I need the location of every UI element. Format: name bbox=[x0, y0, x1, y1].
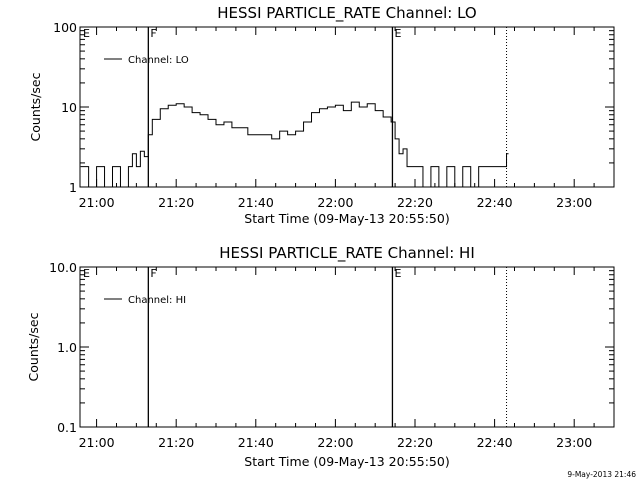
event-marker-label: F bbox=[150, 27, 156, 40]
x-tick-label: 21:40 bbox=[238, 435, 274, 450]
y-tick-label: 1.0 bbox=[57, 340, 77, 355]
y-axis-lo: 1 10 100 bbox=[53, 20, 614, 195]
y-tick-label: 10.0 bbox=[49, 260, 77, 275]
y-axis-label-hi: Counts/sec bbox=[26, 312, 41, 381]
x-axis-label-hi: Start Time (09-May-13 20:55:50) bbox=[244, 454, 449, 469]
x-tick-label: 23:00 bbox=[556, 435, 592, 450]
x-tick-label: 21:00 bbox=[79, 435, 115, 450]
event-marker-label: E bbox=[83, 27, 90, 40]
timestamp-stamp: 9-May-2013 21:46 bbox=[567, 470, 636, 479]
x-tick-label: 22:20 bbox=[397, 195, 433, 210]
y-tick-label: 100 bbox=[53, 20, 77, 35]
x-tick-label: 22:40 bbox=[477, 435, 513, 450]
x-tick-label: 21:20 bbox=[158, 195, 194, 210]
x-tick-label: 22:40 bbox=[477, 195, 513, 210]
plot-frame-lo bbox=[79, 26, 615, 188]
chart-title-lo: HESSI PARTICLE_RATE Channel: LO bbox=[217, 4, 476, 23]
x-tick-label: 22:20 bbox=[397, 435, 433, 450]
y-tick-label: 0.1 bbox=[57, 420, 77, 435]
x-tick-label: 21:20 bbox=[158, 435, 194, 450]
y-tick-label: 1 bbox=[69, 180, 77, 195]
x-tick-label: 22:00 bbox=[317, 195, 353, 210]
panel-hi: HESSI PARTICLE_RATE Channel: HI 21:00 21:… bbox=[26, 244, 615, 469]
x-axis-lo: 21:00 21:20 21:40 22:00 22:20 22:40 23:00 bbox=[79, 27, 615, 210]
event-marker-label: F bbox=[150, 267, 156, 280]
y-axis-label-lo: Counts/sec bbox=[28, 72, 43, 141]
y-tick-label: 10 bbox=[61, 100, 77, 115]
y-axis-hi: 0.1 1.0 10.0 bbox=[49, 260, 614, 435]
panel-lo: HESSI PARTICLE_RATE Channel: LO 21:00 21:… bbox=[28, 4, 615, 226]
x-tick-label: 23:00 bbox=[556, 195, 592, 210]
series-line bbox=[80, 101, 509, 188]
chart-title-hi: HESSI PARTICLE_RATE Channel: HI bbox=[219, 244, 475, 263]
event-marker-label: E bbox=[83, 267, 90, 280]
series-group-lo bbox=[80, 101, 509, 188]
legend-label-hi: Channel: HI bbox=[128, 295, 186, 306]
event-marker-label: E bbox=[394, 267, 401, 280]
event-marker-label: E bbox=[394, 27, 401, 40]
x-axis-label-lo: Start Time (09-May-13 20:55:50) bbox=[244, 211, 449, 226]
x-tick-label: 22:00 bbox=[317, 435, 353, 450]
plot-frame-hi bbox=[79, 266, 615, 428]
x-tick-label: 21:40 bbox=[238, 195, 274, 210]
x-tick-label: 21:00 bbox=[79, 195, 115, 210]
legend-label-lo: Channel: LO bbox=[128, 55, 189, 66]
x-axis-hi: 21:00 21:20 21:40 22:00 22:20 22:40 23:00 bbox=[79, 267, 615, 450]
